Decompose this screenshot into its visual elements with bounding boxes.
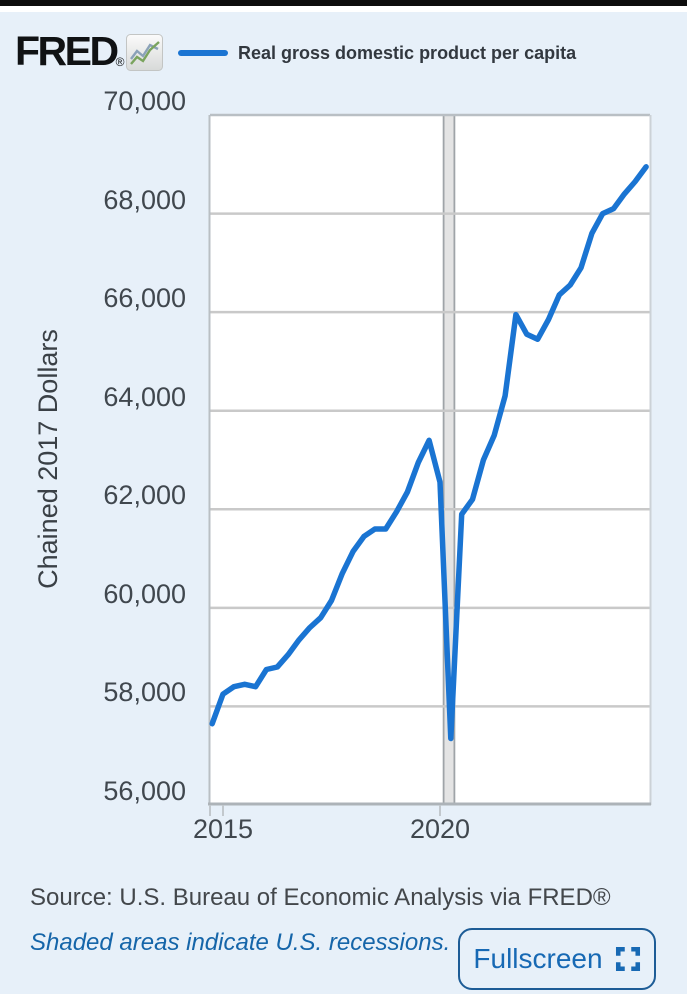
- y-tick-label: 66,000: [103, 283, 186, 313]
- source-text: Source: U.S. Bureau of Economic Analysis…: [30, 884, 611, 911]
- series-legend: Real gross domestic product per capita: [178, 30, 576, 76]
- y-tick-label: 60,000: [103, 579, 186, 609]
- y-tick-label: 58,000: [103, 677, 186, 707]
- y-tick-label: 68,000: [103, 185, 186, 215]
- gdp-per-capita-line: [209, 164, 649, 742]
- fred-logo-registered-mark: ®: [115, 55, 125, 69]
- legend-series-label: Real gross domestic product per capita: [238, 42, 577, 63]
- top-black-bar: [0, 0, 687, 6]
- y-tick-label: 62,000: [103, 480, 186, 510]
- fred-chart-card: FRED ® Real gross domestic product per c…: [0, 12, 687, 994]
- fred-logo-text: FRED: [15, 28, 119, 74]
- x-tick-label: 2015: [192, 814, 254, 844]
- fullscreen-button-label: Fullscreen: [473, 943, 603, 974]
- fred-logo[interactable]: FRED ®: [15, 28, 164, 74]
- fullscreen-button[interactable]: Fullscreen: [458, 928, 656, 990]
- chart-plot-area[interactable]: [0, 12, 687, 857]
- recession-note: Shaded areas indicate U.S. recessions.: [30, 929, 451, 956]
- y-tick-label: 64,000: [103, 382, 186, 412]
- y-tick-label: 56,000: [103, 776, 186, 806]
- recession-band: [443, 115, 455, 805]
- y-tick-label: 70,000: [103, 86, 186, 116]
- fullscreen-icon: [615, 946, 640, 972]
- legend-line-swatch: [178, 50, 228, 56]
- x-tick-label: 2020: [409, 814, 471, 844]
- fred-sparkline-icon: [126, 34, 164, 71]
